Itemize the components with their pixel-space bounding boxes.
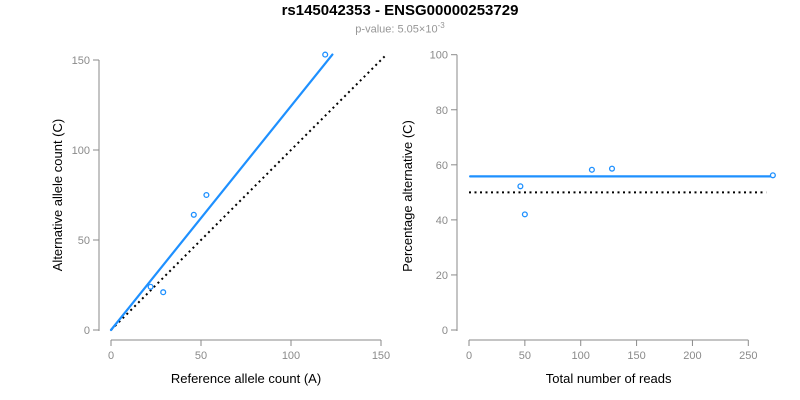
y-tick-label: 50 (78, 235, 90, 247)
y-tick-label: 80 (436, 105, 448, 117)
x-tick-label: 100 (572, 350, 590, 362)
x-tick-label: 150 (627, 350, 645, 362)
y-tick-label: 100 (430, 50, 448, 62)
y-tick-label: 0 (442, 325, 448, 337)
y-tick-label: 150 (72, 55, 90, 67)
data-point (517, 183, 524, 190)
y-axis-title: Alternative allele count (C) (50, 119, 65, 271)
data-point (608, 165, 616, 172)
x-tick-label: 250 (739, 350, 757, 362)
reference-line (110, 55, 386, 331)
y-tick-label: 20 (436, 270, 448, 282)
plot-title: rs145042353 - ENSG00000253729 (281, 2, 519, 19)
plot-subtitle: p-value: 5.05×10-3 (0, 21, 800, 36)
x-tick-label: 50 (519, 350, 531, 362)
data-point (322, 51, 329, 58)
x-tick-label: 0 (108, 350, 114, 362)
data-point (190, 211, 197, 218)
p-value-exponent: -3 (437, 21, 445, 30)
y-tick-label: 40 (436, 215, 448, 227)
data-point (588, 166, 595, 173)
x-tick-label: 0 (466, 350, 472, 362)
data-point (160, 289, 167, 296)
x-axis-title: Total number of reads (546, 371, 672, 386)
y-tick-label: 0 (84, 325, 90, 337)
y-tick-label: 60 (436, 160, 448, 172)
y-axis-title: Percentage alternative (C) (400, 120, 415, 272)
x-tick-label: 50 (195, 350, 207, 362)
x-tick-label: 100 (282, 350, 300, 362)
fit-line (109, 53, 334, 332)
x-axis-title: Reference allele count (A) (171, 371, 321, 386)
data-point (521, 211, 528, 218)
data-point (203, 191, 210, 199)
y-tick-label: 100 (72, 145, 90, 157)
x-tick-label: 200 (683, 350, 701, 362)
x-tick-label: 150 (372, 350, 390, 362)
data-point (769, 172, 776, 179)
p-value-text: p-value: 5.05×10 (355, 23, 438, 36)
data-point (147, 283, 154, 290)
